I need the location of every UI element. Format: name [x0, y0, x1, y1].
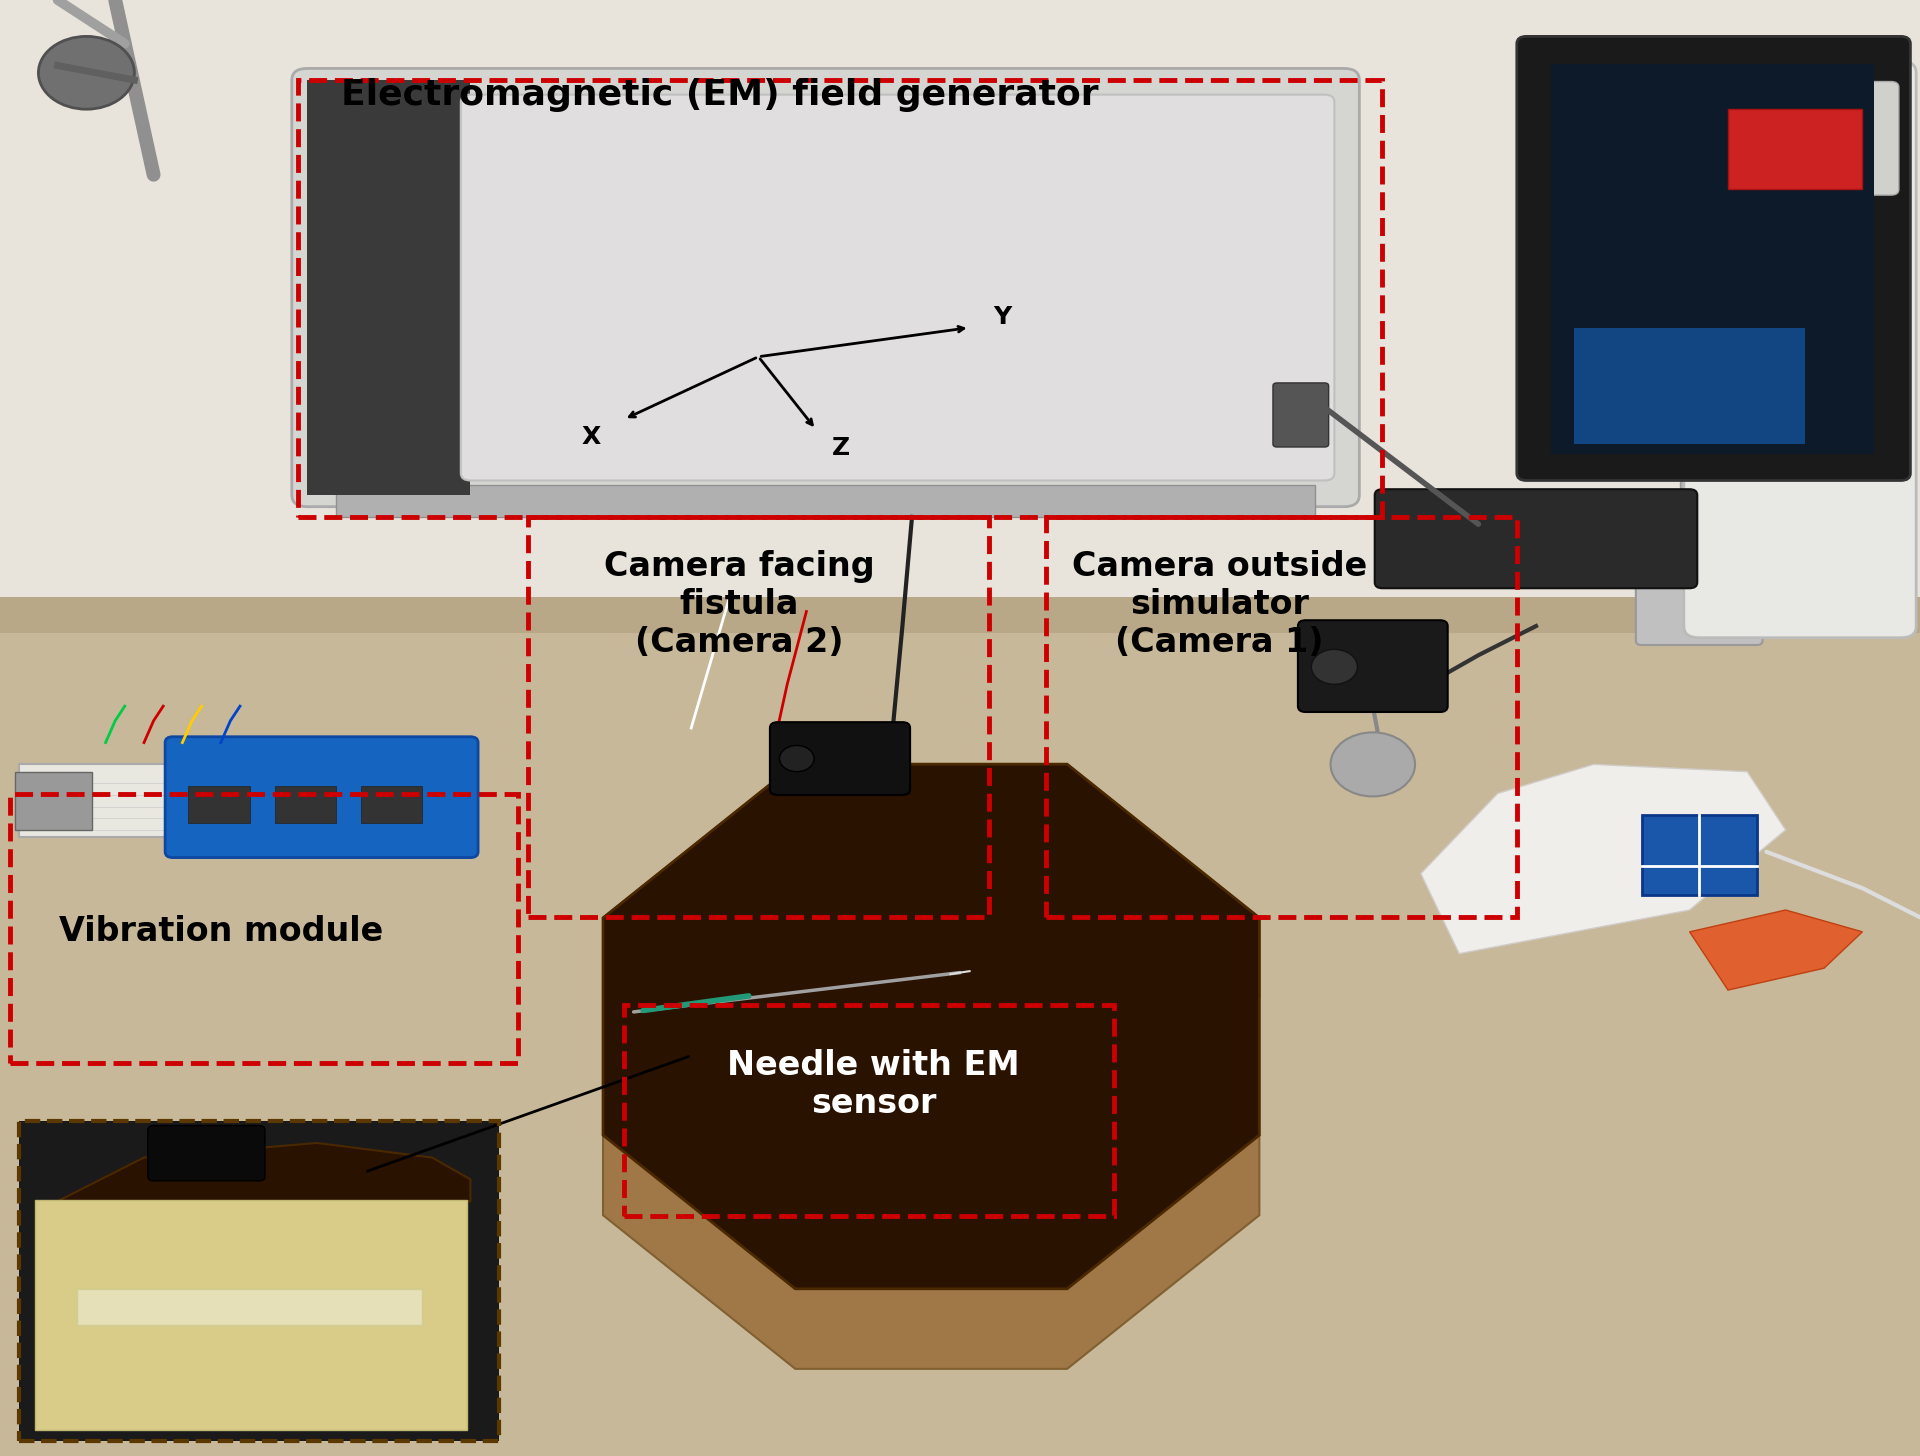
Polygon shape: [0, 612, 1920, 1456]
Bar: [10, 794, 518, 1063]
FancyBboxPatch shape: [19, 764, 250, 837]
FancyBboxPatch shape: [1517, 36, 1910, 480]
FancyBboxPatch shape: [15, 772, 92, 830]
FancyBboxPatch shape: [1636, 549, 1763, 645]
Circle shape: [1331, 732, 1415, 796]
Circle shape: [1311, 649, 1357, 684]
Text: X: X: [582, 425, 601, 448]
FancyBboxPatch shape: [1728, 109, 1862, 189]
FancyBboxPatch shape: [361, 786, 422, 823]
FancyBboxPatch shape: [1298, 620, 1448, 712]
Bar: [298, 80, 1382, 517]
Text: Z: Z: [831, 437, 851, 460]
Polygon shape: [603, 764, 1260, 1369]
Text: Needle with EM
sensor: Needle with EM sensor: [728, 1050, 1020, 1120]
FancyBboxPatch shape: [148, 1125, 265, 1181]
Text: Electromagnetic (EM) field generator: Electromagnetic (EM) field generator: [342, 77, 1098, 112]
Bar: [624, 1005, 1114, 1216]
FancyBboxPatch shape: [461, 95, 1334, 480]
FancyBboxPatch shape: [1684, 61, 1916, 638]
FancyBboxPatch shape: [307, 80, 470, 495]
FancyBboxPatch shape: [1551, 64, 1874, 454]
FancyBboxPatch shape: [292, 68, 1359, 507]
Bar: [1046, 517, 1517, 917]
Text: Camera facing
fistula
(Camera 2): Camera facing fistula (Camera 2): [605, 549, 874, 660]
FancyBboxPatch shape: [77, 1289, 422, 1325]
Polygon shape: [1690, 910, 1862, 990]
Bar: [0, 597, 1920, 633]
FancyBboxPatch shape: [1701, 82, 1899, 195]
Text: Vibration module: Vibration module: [60, 916, 382, 948]
Polygon shape: [58, 1143, 470, 1201]
Bar: [528, 517, 989, 917]
FancyBboxPatch shape: [336, 485, 1315, 517]
FancyBboxPatch shape: [1375, 489, 1697, 588]
FancyBboxPatch shape: [1680, 466, 1718, 553]
FancyBboxPatch shape: [35, 1200, 467, 1430]
Bar: [0, 0, 1920, 612]
FancyBboxPatch shape: [275, 786, 336, 823]
FancyBboxPatch shape: [1642, 815, 1757, 895]
Polygon shape: [603, 764, 1260, 997]
Text: Camera outside
simulator
(Camera 1): Camera outside simulator (Camera 1): [1071, 549, 1367, 660]
Polygon shape: [1421, 764, 1786, 954]
Text: Y: Y: [993, 306, 1012, 329]
FancyBboxPatch shape: [770, 722, 910, 795]
Polygon shape: [603, 764, 1260, 1289]
Circle shape: [38, 36, 134, 109]
Bar: [19, 1121, 499, 1441]
Bar: [19, 1121, 499, 1441]
FancyBboxPatch shape: [188, 786, 250, 823]
FancyBboxPatch shape: [1574, 328, 1805, 444]
FancyBboxPatch shape: [165, 737, 478, 858]
Circle shape: [780, 745, 814, 772]
FancyBboxPatch shape: [1273, 383, 1329, 447]
